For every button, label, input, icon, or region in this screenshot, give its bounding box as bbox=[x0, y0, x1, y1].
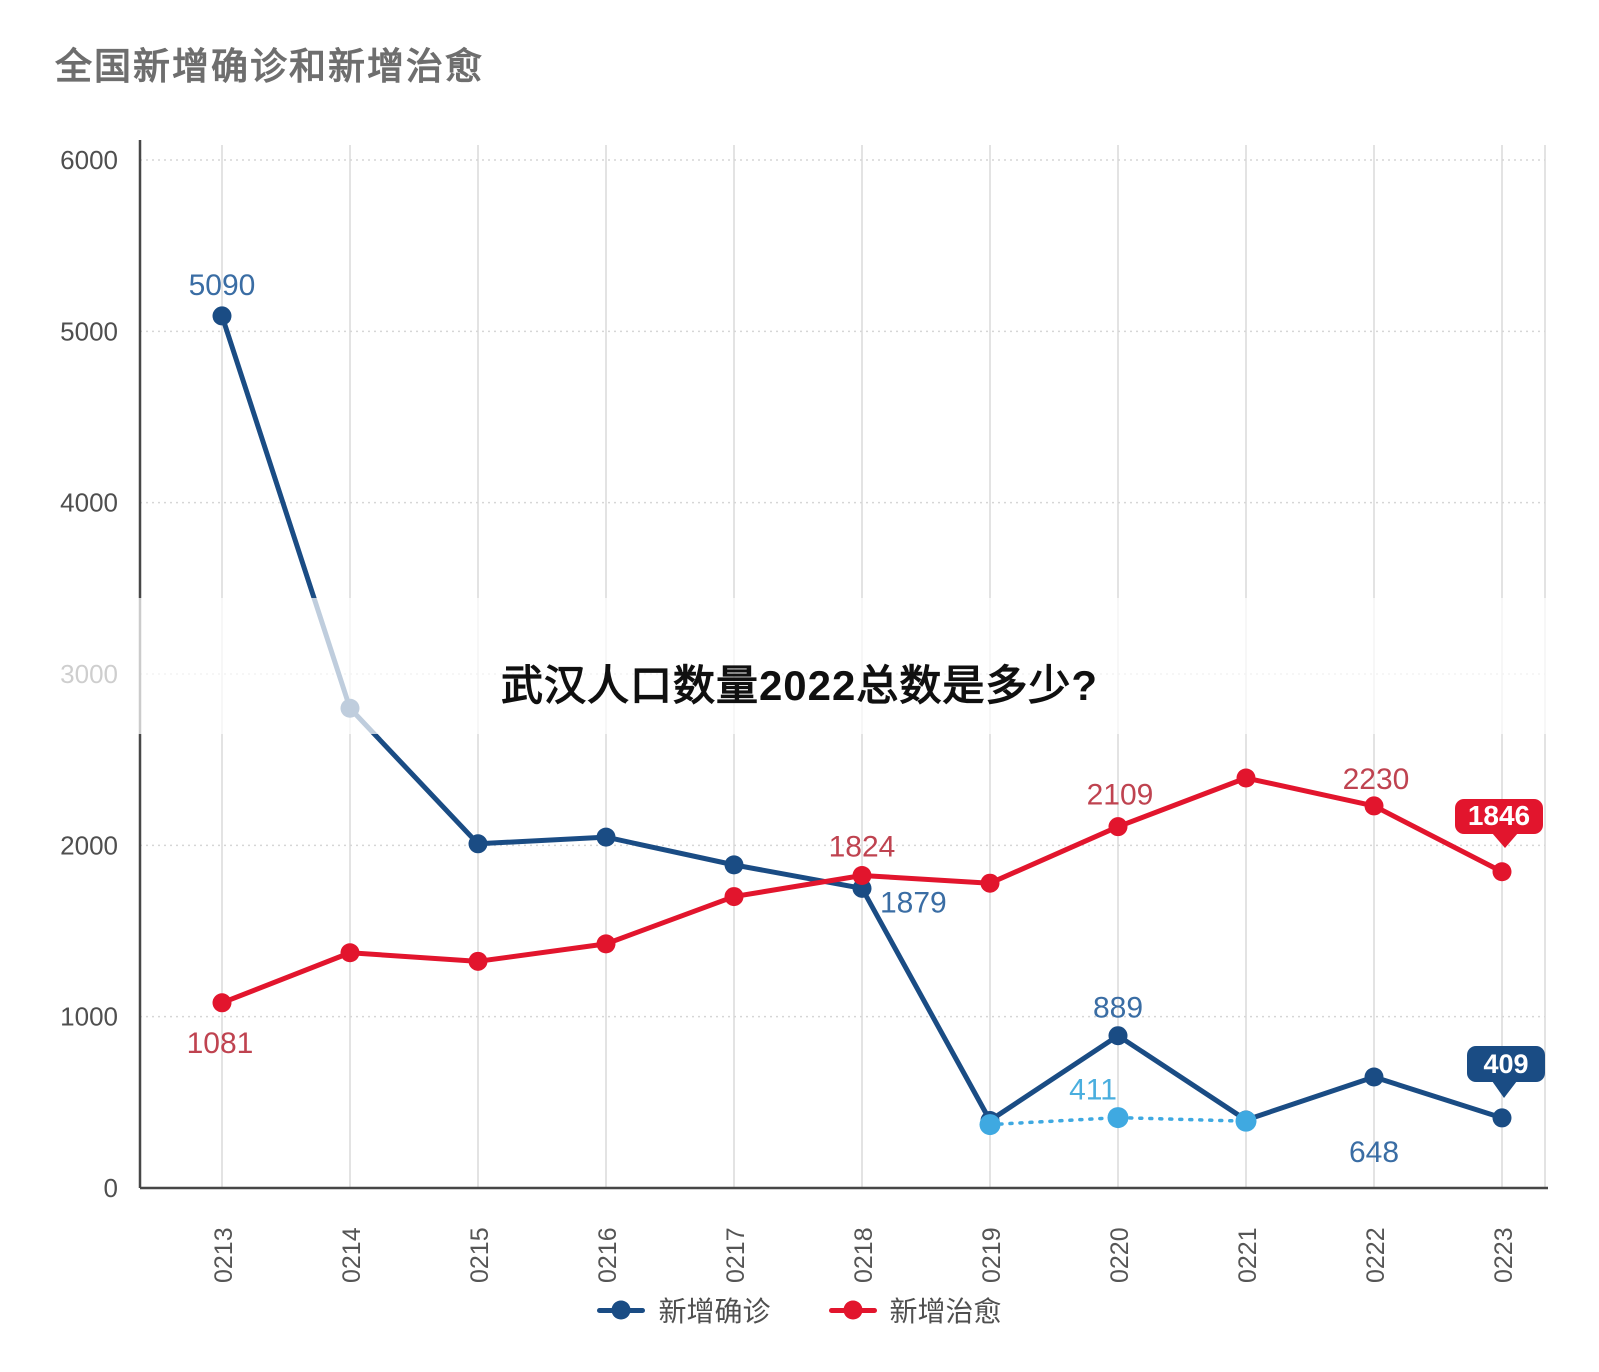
x-tick-label: 0219 bbox=[978, 1227, 1006, 1283]
confirmed-dot-icon bbox=[611, 1300, 631, 1320]
cured-point bbox=[1364, 796, 1384, 816]
data-label: 1081 bbox=[187, 1027, 254, 1060]
y-tick-label: 1000 bbox=[60, 1002, 118, 1032]
legend-label-confirmed: 新增确诊 bbox=[658, 1296, 771, 1327]
badge-value: 409 bbox=[1483, 1049, 1528, 1079]
aux-point bbox=[1235, 1110, 1257, 1132]
x-tick-label: 0216 bbox=[594, 1227, 622, 1283]
aux-dotted-line bbox=[988, 1115, 1248, 1127]
x-tick-label: 0222 bbox=[1362, 1227, 1390, 1283]
y-tick-label: 4000 bbox=[60, 488, 118, 518]
data-label: 889 bbox=[1093, 992, 1143, 1025]
y-tick-label: 0 bbox=[104, 1173, 118, 1203]
confirmed-point bbox=[1492, 1108, 1512, 1128]
x-tick-label: 0217 bbox=[722, 1227, 750, 1283]
cured-point bbox=[1492, 862, 1512, 882]
confirmed-point bbox=[1108, 1026, 1128, 1046]
confirmed-point bbox=[1364, 1067, 1384, 1087]
confirmed-badge: 409 bbox=[1467, 1046, 1545, 1098]
data-label: 2109 bbox=[1087, 779, 1154, 812]
confirmed-point bbox=[724, 855, 744, 875]
x-tick-label: 0215 bbox=[466, 1227, 494, 1283]
aux-point bbox=[1107, 1107, 1129, 1129]
confirmed-line-swatch bbox=[597, 1300, 646, 1320]
page-title: 全国新增确诊和新增治愈 bbox=[55, 46, 484, 87]
cured-point bbox=[724, 887, 744, 907]
x-tick-label: 0213 bbox=[210, 1227, 238, 1283]
watermark-text: 武汉人口数量2022总数是多少? bbox=[500, 662, 1099, 709]
legend: 新增确诊 新增治愈 bbox=[0, 1290, 1599, 1330]
cured-point bbox=[852, 865, 872, 885]
confirmed-point bbox=[212, 306, 232, 326]
x-tick-label: 0220 bbox=[1106, 1227, 1134, 1283]
cured-point bbox=[1108, 817, 1128, 837]
y-tick-label: 5000 bbox=[60, 316, 118, 346]
cured-point bbox=[1236, 768, 1256, 788]
x-tick-label: 0221 bbox=[1234, 1227, 1262, 1283]
legend-label-cured: 新增治愈 bbox=[889, 1296, 1002, 1327]
x-tick-label: 0223 bbox=[1490, 1227, 1518, 1283]
cured-point bbox=[212, 993, 232, 1013]
data-labels: 5090 1879 889 648 1081 1824 2109 2230 411 bbox=[187, 269, 1410, 1169]
confirmed-point bbox=[468, 834, 488, 854]
y-tick-label: 2000 bbox=[60, 830, 118, 860]
data-label: 411 bbox=[1069, 1074, 1117, 1107]
data-label: 648 bbox=[1349, 1136, 1399, 1169]
cured-line-swatch bbox=[828, 1300, 877, 1320]
cured-point bbox=[980, 873, 1000, 893]
watermark-band bbox=[0, 598, 1599, 734]
cured-point bbox=[596, 934, 616, 954]
x-tick-label: 0214 bbox=[338, 1227, 366, 1283]
series-markers bbox=[212, 306, 1512, 1136]
legend-item-confirmed: 新增确诊 bbox=[597, 1290, 771, 1330]
cured-point bbox=[340, 943, 360, 963]
data-label: 2230 bbox=[1343, 763, 1410, 796]
data-label: 1879 bbox=[880, 886, 947, 919]
y-tick-label: 6000 bbox=[60, 145, 118, 175]
x-tick-label: 0218 bbox=[850, 1227, 878, 1283]
cured-dot-icon bbox=[843, 1300, 862, 1320]
x-axis-tick-labels: 0213 0214 0215 0216 0217 0218 0219 0220 0221 0222… bbox=[210, 1227, 1518, 1283]
cured-badge: 1846 bbox=[1455, 799, 1543, 848]
data-label: 1824 bbox=[829, 830, 896, 863]
legend-item-cured: 新增治愈 bbox=[828, 1290, 1002, 1330]
badge-value: 1846 bbox=[1468, 800, 1530, 831]
cured-point bbox=[468, 951, 488, 971]
data-label: 5090 bbox=[189, 269, 256, 302]
aux-point bbox=[979, 1114, 1001, 1136]
confirmed-point bbox=[596, 827, 616, 847]
